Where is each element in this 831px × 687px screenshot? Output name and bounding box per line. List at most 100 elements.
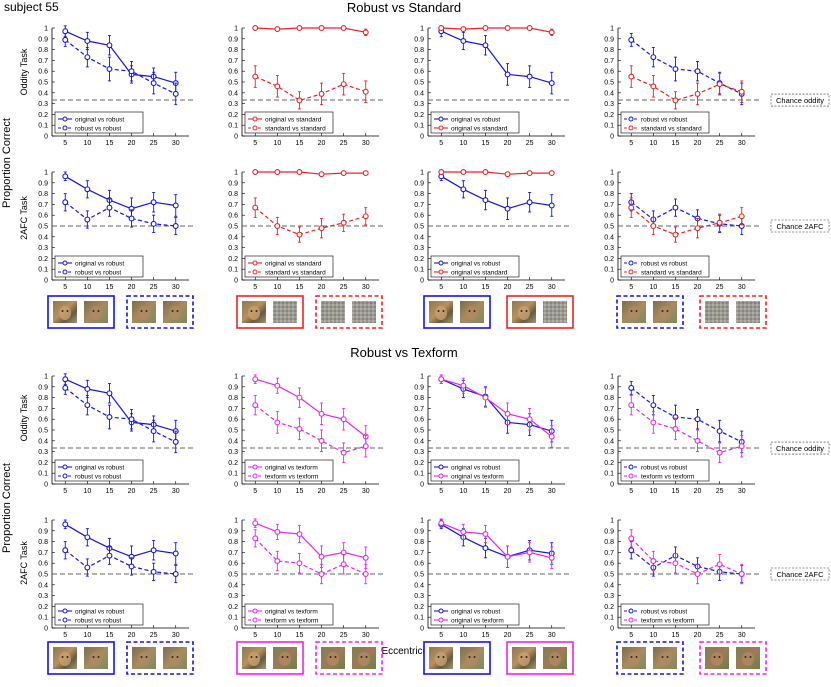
y-tick-label: 0.7 — [228, 550, 238, 557]
y-tick-label: 0.2 — [414, 604, 424, 611]
thumb-cat-eye — [61, 656, 64, 658]
series-0 — [628, 541, 745, 584]
thumb-cat-eye — [97, 656, 100, 658]
x-tick-label: 25 — [150, 140, 158, 147]
x-tick-label: 5 — [439, 284, 443, 291]
y-tick-label: 0.7 — [38, 58, 48, 65]
legend-box — [54, 111, 144, 134]
y-tick-label: 0.6 — [414, 561, 424, 568]
y-tick-label: 0.4 — [414, 90, 424, 97]
series-1 — [252, 394, 369, 463]
data-point — [694, 225, 701, 232]
legend-label: robust vs robust — [641, 465, 687, 472]
legend-box — [620, 459, 710, 482]
x-tick-label: 10 — [459, 632, 467, 639]
x-tick-label: 30 — [738, 488, 746, 495]
data-point — [62, 36, 69, 43]
data-point — [526, 73, 533, 80]
thumb-cat-eye — [281, 656, 284, 658]
y-tick-label: 0.1 — [38, 123, 48, 130]
data-point — [694, 416, 701, 423]
x-tick-label: 15 — [672, 632, 680, 639]
legend-marker — [252, 617, 258, 623]
series-line — [630, 549, 742, 575]
y-tick-label: 0.2 — [38, 256, 48, 263]
data-point — [150, 547, 157, 554]
data-point — [340, 170, 347, 177]
legend-label: standard vs standard — [641, 270, 702, 277]
legend: original vs standard standard vs standard — [244, 111, 334, 134]
series-1 — [252, 65, 369, 110]
thumb-cat-eye — [176, 656, 179, 658]
series-line — [441, 171, 552, 175]
y-tick-label: 0.8 — [604, 395, 614, 402]
data-point — [628, 73, 635, 80]
thumb-cat-eye — [749, 656, 752, 658]
data-point — [482, 545, 489, 552]
data-point — [340, 549, 347, 556]
legend-label: original vs standard — [265, 261, 322, 268]
legend-label: texform vs texform — [265, 474, 318, 481]
data-point — [548, 202, 555, 209]
data-point — [526, 199, 533, 206]
data-point — [438, 25, 445, 31]
x-tick-label: 25 — [716, 140, 724, 147]
series-0 — [252, 518, 369, 570]
row-label-3: Oddity Task — [19, 394, 29, 441]
thumb-cat-eye — [61, 310, 64, 312]
chance-label-box — [770, 567, 830, 581]
thumb-cat-eye — [556, 656, 559, 658]
thumb-cat-face — [59, 652, 71, 666]
thumb-image-standard — [352, 301, 376, 323]
series-0 — [628, 193, 745, 236]
x-tick-label: 25 — [340, 284, 348, 291]
x-tick-label: 20 — [128, 488, 136, 495]
y-tick-label: 0.9 — [414, 180, 424, 187]
legend: original vs robust original vs standard — [430, 255, 520, 278]
thumb-cat-eye — [171, 656, 174, 658]
y-tick-label: 0.4 — [38, 582, 48, 589]
x-tick-label: 10 — [83, 632, 91, 639]
thumb-cat-face — [518, 306, 530, 320]
thumb-cat-eye — [744, 656, 747, 658]
thumb-cat-eye — [255, 310, 258, 312]
y-tick-label: 0.3 — [228, 245, 238, 252]
y-tick-label: 0.4 — [414, 234, 424, 241]
y-tick-label: 0.5 — [604, 428, 614, 435]
y-tick-label: 0.6 — [604, 417, 614, 424]
y-tick-label: 0.1 — [228, 267, 238, 274]
legend-marker — [438, 617, 444, 623]
data-point — [460, 186, 467, 193]
thumb-cat-eye — [66, 310, 69, 312]
data-point — [106, 552, 113, 559]
thumb-cat-eye — [92, 310, 95, 312]
data-point — [84, 216, 91, 223]
legend-label: original vs robust — [451, 261, 500, 268]
y-tick-label: 0.5 — [228, 80, 238, 87]
data-point — [340, 81, 347, 88]
series-line — [254, 404, 366, 454]
data-point — [738, 443, 745, 450]
series-0 — [62, 373, 179, 443]
x-tick-label: 15 — [482, 488, 490, 495]
thumbnail-strips — [47, 295, 767, 675]
y-tick-label: 0.3 — [604, 593, 614, 600]
thumb-group-0-0 — [47, 295, 194, 329]
y-tick-label: 0 — [234, 626, 238, 633]
legend: original vs robust original vs texform — [430, 459, 520, 482]
y-tick-label: 0.6 — [604, 69, 614, 76]
data-point — [548, 433, 555, 440]
y-tick-label: 1 — [610, 170, 614, 177]
data-point — [504, 71, 511, 78]
y-tick-label: 0.8 — [228, 395, 238, 402]
x-tick-label: 20 — [694, 284, 702, 291]
x-tick-label: 5 — [63, 632, 67, 639]
legend-marker — [62, 464, 68, 470]
x-tick-label: 20 — [128, 632, 136, 639]
legend-label: original vs texform — [451, 474, 504, 481]
thumb-group-0-1 — [236, 295, 383, 329]
y-tick-label: 1 — [610, 26, 614, 33]
panel-2-2: 00.10.20.30.40.50.60.70.80.915 10 15 20 25 30… — [414, 374, 571, 495]
legend: original vs texform texform vs texform — [244, 603, 334, 626]
series-line — [254, 207, 366, 236]
